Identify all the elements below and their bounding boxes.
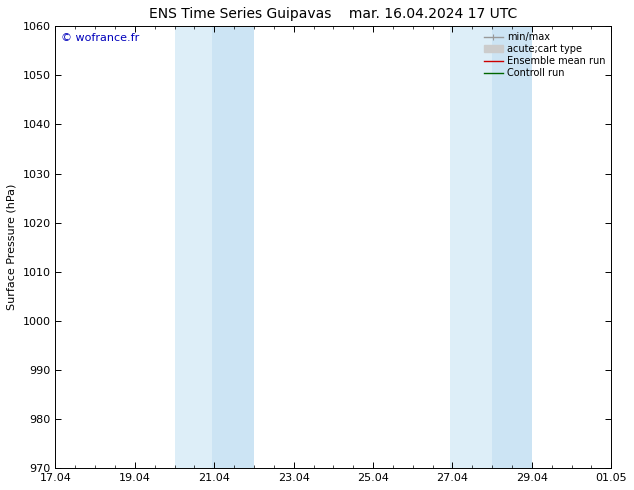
Title: ENS Time Series Guipavas    mar. 16.04.2024 17 UTC: ENS Time Series Guipavas mar. 16.04.2024… bbox=[149, 7, 517, 21]
Y-axis label: Surface Pressure (hPa): Surface Pressure (hPa) bbox=[7, 184, 17, 311]
Bar bbox=[174, 26, 212, 468]
Text: © wofrance.fr: © wofrance.fr bbox=[61, 33, 139, 43]
Bar bbox=[492, 26, 532, 468]
Bar bbox=[451, 26, 492, 468]
Bar bbox=[212, 26, 254, 468]
Legend: min/max, acute;cart type, Ensemble mean run, Controll run: min/max, acute;cart type, Ensemble mean … bbox=[481, 29, 609, 81]
